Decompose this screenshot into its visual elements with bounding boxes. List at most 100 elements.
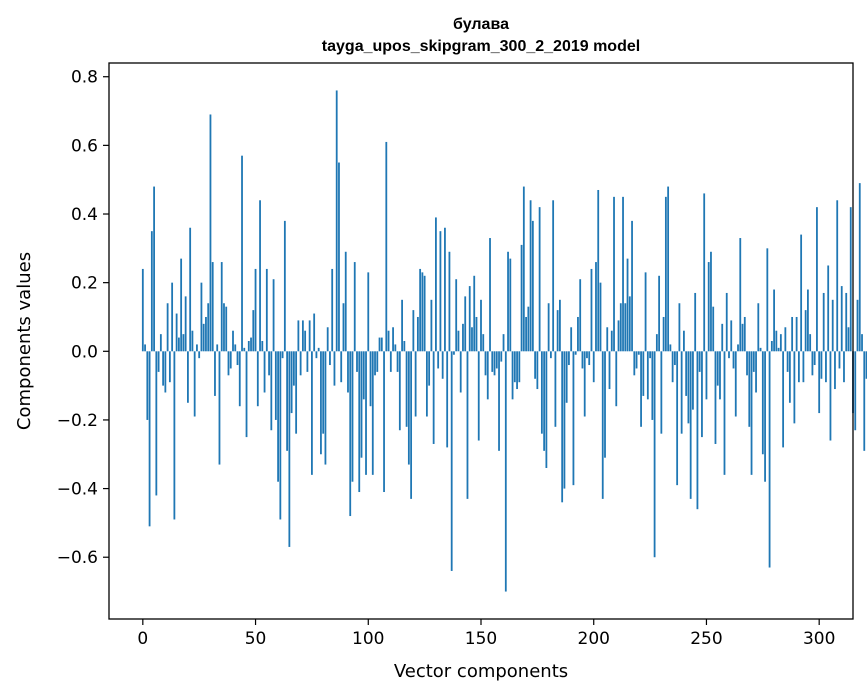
y-tick-label: 0.2 <box>71 274 98 294</box>
bar-210 <box>615 351 618 407</box>
y-axis-label: Components values <box>14 252 35 430</box>
bar-9 <box>162 351 165 386</box>
bar-119 <box>410 351 413 499</box>
bar-291 <box>797 351 800 383</box>
bar-29 <box>207 303 210 352</box>
bar-8 <box>159 334 162 352</box>
bar-16 <box>177 337 180 352</box>
x-tick-label: 100 <box>352 629 384 649</box>
y-tick-label: −0.2 <box>57 411 98 431</box>
bar-226 <box>651 351 654 420</box>
bar-154 <box>489 238 491 352</box>
bar-312 <box>845 292 848 352</box>
bar-265 <box>739 238 742 352</box>
bar-168 <box>520 244 523 352</box>
bar-122 <box>416 316 419 352</box>
bar-151 <box>482 334 485 352</box>
bar-106 <box>380 337 383 352</box>
bar-14 <box>173 351 176 520</box>
bar-91 <box>347 351 349 393</box>
bar-38 <box>227 351 230 376</box>
bar-57 <box>270 351 273 431</box>
bar-82 <box>326 327 329 352</box>
bar-12 <box>168 351 171 383</box>
bar-61 <box>279 351 282 520</box>
bar-198 <box>588 351 591 366</box>
bar-22 <box>191 330 194 352</box>
bar-4 <box>150 231 153 352</box>
bar-281 <box>775 330 778 352</box>
bar-123 <box>419 268 422 352</box>
bar-277 <box>766 248 769 352</box>
bar-308 <box>836 200 839 352</box>
bar-215 <box>626 258 629 352</box>
bar-134 <box>444 227 446 352</box>
y-tick-label: −0.6 <box>57 548 98 568</box>
bar-153 <box>486 351 489 400</box>
bar-292 <box>800 234 803 352</box>
bar-180 <box>547 303 550 352</box>
bar-227 <box>653 351 656 558</box>
bar-50 <box>254 268 257 352</box>
bar-41 <box>234 344 237 352</box>
y-tick-label: 0.8 <box>71 68 98 88</box>
bar-164 <box>511 351 514 400</box>
bar-160 <box>502 334 505 352</box>
bar-256 <box>719 351 721 400</box>
bar-191 <box>572 351 575 486</box>
bar-280 <box>773 289 775 352</box>
bar-42 <box>236 351 239 366</box>
bar-237 <box>676 351 679 486</box>
bar-220 <box>637 351 640 355</box>
bar-318 <box>858 183 861 352</box>
bar-125 <box>423 275 426 352</box>
x-tick-label: 0 <box>137 629 148 649</box>
bar-242 <box>687 351 690 424</box>
bar-10 <box>164 351 167 393</box>
bar-96 <box>358 351 361 493</box>
bar-85 <box>333 351 336 386</box>
bar-247 <box>698 351 701 372</box>
bar-70 <box>299 351 302 376</box>
bar-290 <box>795 316 798 352</box>
bar-172 <box>529 200 532 352</box>
bar-195 <box>581 351 584 369</box>
bar-117 <box>405 351 408 427</box>
bar-83 <box>329 351 331 366</box>
bar-87 <box>338 162 340 352</box>
bar-320 <box>863 351 866 451</box>
bar-301 <box>820 351 823 379</box>
bar-24 <box>196 344 198 352</box>
x-axis-label: Vector components <box>394 661 568 682</box>
bar-65 <box>288 351 291 547</box>
bar-75 <box>311 351 313 475</box>
bar-217 <box>631 220 633 352</box>
bar-157 <box>495 351 498 369</box>
bar-299 <box>816 207 818 352</box>
bar-135 <box>446 351 449 448</box>
bar-13 <box>171 282 174 352</box>
bar-136 <box>448 251 451 352</box>
bar-243 <box>689 351 692 499</box>
bar-58 <box>272 279 275 352</box>
bar-303 <box>825 351 827 383</box>
bar-54 <box>263 351 266 393</box>
bar-270 <box>750 351 753 475</box>
chart-title: булава <box>453 16 509 33</box>
bar-321 <box>865 351 867 379</box>
bar-62 <box>281 351 284 359</box>
bar-126 <box>425 351 428 417</box>
bar-197 <box>586 351 588 359</box>
bar-249 <box>703 193 706 352</box>
bar-110 <box>389 351 392 372</box>
bar-250 <box>705 351 708 400</box>
bar-120 <box>412 310 415 352</box>
bar-174 <box>534 351 537 379</box>
bar-252 <box>710 251 712 352</box>
bar-212 <box>619 303 622 352</box>
bar-139 <box>455 279 458 352</box>
bar-185 <box>559 299 561 352</box>
bar-196 <box>583 351 586 417</box>
bar-5 <box>153 186 155 352</box>
